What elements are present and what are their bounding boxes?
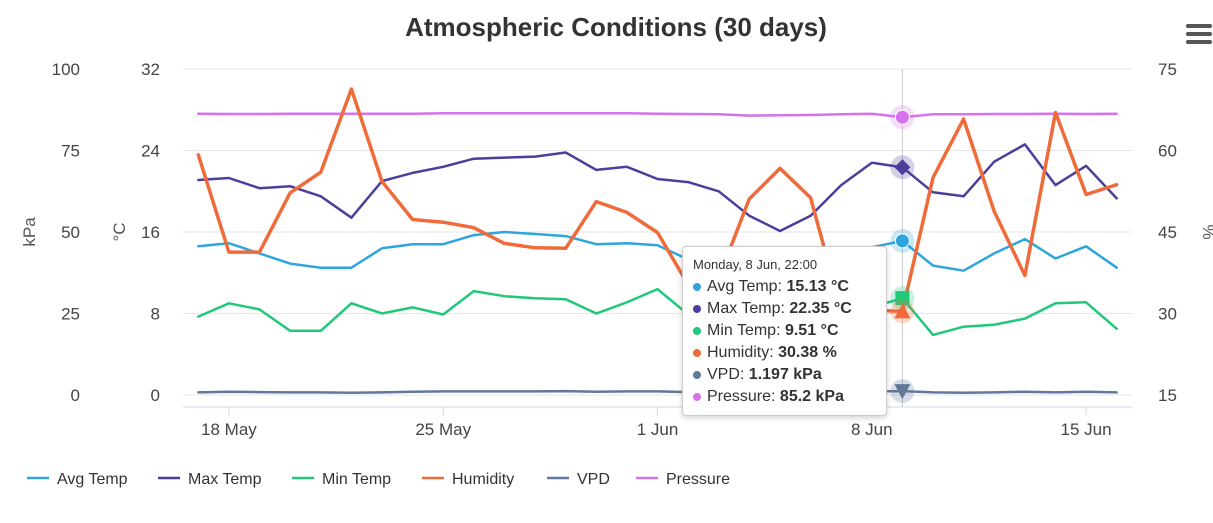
series-line-avg-temp <box>197 230 1118 272</box>
legend-item-humidity[interactable]: Humidity <box>422 471 514 488</box>
marker-humidity <box>894 303 911 319</box>
legend-item-avg-temp[interactable]: Avg Temp <box>27 471 128 488</box>
legend-label: Humidity <box>452 471 514 488</box>
y-tick-label-temp: 32 <box>141 60 160 79</box>
legend-item-max-temp[interactable]: Max Temp <box>158 471 262 488</box>
series-line-max-temp <box>197 143 1118 233</box>
tooltip-value: 1.197 kPa <box>748 366 822 383</box>
chart-title: Atmospheric Conditions (30 days) <box>405 12 827 42</box>
hamburger-menu-icon[interactable] <box>1186 24 1212 46</box>
tooltip-dot <box>693 326 701 335</box>
legend-item-min-temp[interactable]: Min Temp <box>292 471 391 488</box>
tooltip-value: 22.35 °C <box>789 300 852 317</box>
x-tick-label: 1 Jun <box>637 420 679 439</box>
y-tick-label-humidity: 15 <box>1158 386 1177 405</box>
series-line-pressure <box>197 112 1118 119</box>
y-tick-label-kpa: 25 <box>61 305 80 324</box>
y-tick-label-humidity: 30 <box>1158 305 1177 324</box>
legend: Avg Temp Max Temp Min Temp Humidity VPD Press… <box>27 471 730 488</box>
legend-label: Pressure <box>666 471 730 488</box>
tooltip-dot <box>693 370 701 379</box>
legend-item-pressure[interactable]: Pressure <box>636 471 730 488</box>
y-tick-label-temp: 24 <box>141 142 160 161</box>
tooltip-label: Max Temp: <box>707 300 790 317</box>
y-tick-label-humidity: 60 <box>1158 142 1177 161</box>
y-tick-label-humidity: 45 <box>1158 223 1177 242</box>
legend-label: Avg Temp <box>57 471 128 488</box>
marker-pressure <box>894 109 910 125</box>
series-layer <box>196 87 1119 394</box>
series-line-min-temp <box>197 287 1118 337</box>
legend-item-vpd[interactable]: VPD <box>547 471 610 488</box>
x-tick-label: 18 May <box>201 420 257 439</box>
tooltip-label: Humidity: <box>707 344 779 361</box>
x-tick-label: 8 Jun <box>851 420 893 439</box>
tooltip-value: 9.51 °C <box>784 322 839 339</box>
tooltip-row: Max Temp: 22.35 °C <box>693 298 876 320</box>
y-tick-label-kpa: 0 <box>71 386 80 405</box>
legend-label: Min Temp <box>322 471 391 488</box>
x-tick-label: 15 Jun <box>1061 420 1112 439</box>
marker-vpd <box>894 384 911 400</box>
x-tick-label: 25 May <box>415 420 471 439</box>
tooltip-label: Avg Temp: <box>707 278 787 295</box>
series-line-vpd <box>197 389 1118 394</box>
tooltip-row: VPD: 1.197 kPa <box>693 364 876 386</box>
y-tick-label-kpa: 75 <box>61 142 80 161</box>
tooltip-dot <box>693 282 701 291</box>
marker-avg-temp <box>894 233 910 249</box>
tooltip-value: 30.38 % <box>778 344 837 361</box>
y-tick-label-kpa: 100 <box>52 60 80 79</box>
marker-max-temp <box>894 159 911 176</box>
tooltip-label: Pressure: <box>707 388 780 405</box>
series-line-humidity <box>196 87 1119 314</box>
y-tick-label-temp: 0 <box>151 386 160 405</box>
tooltip-label: Min Temp: <box>707 322 785 339</box>
tooltip-label: VPD: <box>707 366 749 383</box>
y-axis-label-temp: °C <box>110 222 129 241</box>
tooltip-row: Min Temp: 9.51 °C <box>693 320 876 342</box>
legend-label: Max Temp <box>188 471 262 488</box>
tooltip-header: Monday, 8 Jun, 22:00 <box>693 257 818 272</box>
tooltip-dot <box>693 304 701 313</box>
tooltip-row: Humidity: 30.38 % <box>693 342 876 364</box>
y-tick-label-temp: 16 <box>141 223 160 242</box>
y-axis-label-kpa: kPa <box>20 217 39 247</box>
y-tick-label-humidity: 75 <box>1158 60 1177 79</box>
tooltip-dot <box>693 348 701 357</box>
legend-label: VPD <box>577 471 610 488</box>
y-tick-label-temp: 8 <box>151 305 160 324</box>
tooltip-row: Avg Temp: 15.13 °C <box>693 276 876 298</box>
grid <box>183 68 1132 407</box>
tooltip: Monday, 8 Jun, 22:00 Avg Temp: 15.13 °C M… <box>682 246 887 416</box>
tooltip-dot <box>693 392 701 401</box>
tooltip-value: 15.13 °C <box>786 278 849 295</box>
tooltip-row: Pressure: 85.2 kPa <box>693 386 876 408</box>
tooltip-value: 85.2 kPa <box>779 388 844 405</box>
y-axis-label-humidity: % <box>1199 224 1213 239</box>
marker-min-temp <box>895 291 910 306</box>
y-tick-label-kpa: 50 <box>61 223 80 242</box>
axes: 0 25 50 75 100 0 8 16 24 32 15 30 45 60 75 kPa °C% 18 May… <box>20 60 1213 439</box>
hover-markers <box>890 105 915 404</box>
